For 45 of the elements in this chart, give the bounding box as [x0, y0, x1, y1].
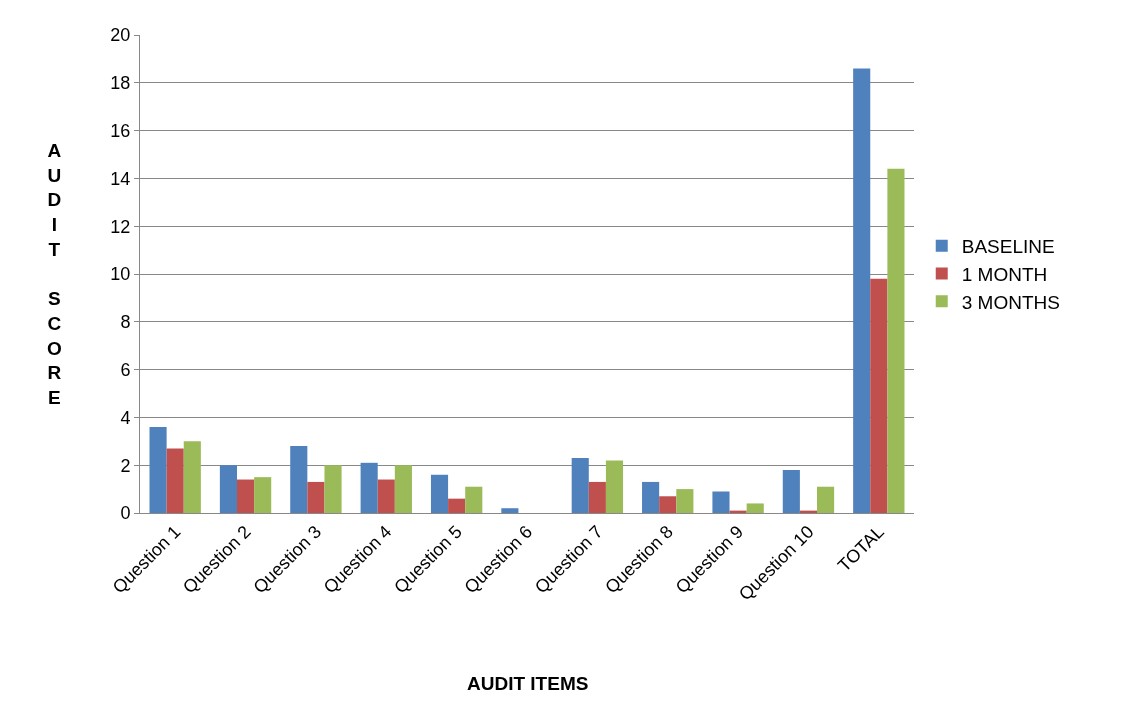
bar	[448, 498, 466, 513]
bar	[659, 496, 677, 513]
y-tick-label: 0	[120, 503, 131, 524]
bar	[307, 481, 325, 513]
legend-label: 3 MONTHS	[961, 291, 1060, 313]
bar	[870, 278, 888, 513]
y-tick-label: 18	[110, 73, 131, 94]
bar	[782, 469, 800, 513]
legend-label: BASELINE	[961, 236, 1055, 258]
bar	[746, 503, 764, 513]
bar	[290, 446, 308, 513]
bar	[571, 458, 589, 513]
bar	[183, 441, 201, 513]
bar	[887, 168, 905, 513]
bar	[605, 460, 624, 513]
y-tick-label: 4	[120, 407, 131, 428]
bar	[394, 465, 412, 513]
bar	[465, 486, 483, 513]
y-tick-label: 2	[120, 455, 131, 476]
y-tick-label: 6	[120, 359, 131, 380]
y-tick-label: 12	[110, 216, 131, 237]
bar	[166, 448, 184, 513]
bar	[219, 465, 237, 513]
y-tick-label: 16	[110, 120, 131, 141]
bar	[430, 474, 449, 513]
bar	[324, 465, 342, 513]
y-tick-label: 8	[120, 312, 131, 333]
bar	[377, 479, 395, 513]
bar	[676, 489, 694, 513]
bar	[853, 68, 871, 513]
bar	[360, 462, 378, 513]
y-tick-label: 14	[110, 168, 131, 189]
legend-label: 1 MONTH	[961, 263, 1048, 285]
y-tick-label: 10	[110, 264, 131, 285]
text: AUDIT SCORE	[47, 140, 62, 408]
y-tick-label: 20	[110, 25, 131, 46]
bar	[817, 486, 835, 513]
bar	[254, 477, 272, 513]
bar	[712, 491, 730, 513]
bar	[501, 508, 519, 513]
bar	[642, 481, 660, 513]
x-axis-title: AUDIT ITEMS	[467, 673, 589, 694]
bar	[588, 481, 606, 513]
bar	[236, 479, 255, 513]
bar	[149, 426, 167, 513]
